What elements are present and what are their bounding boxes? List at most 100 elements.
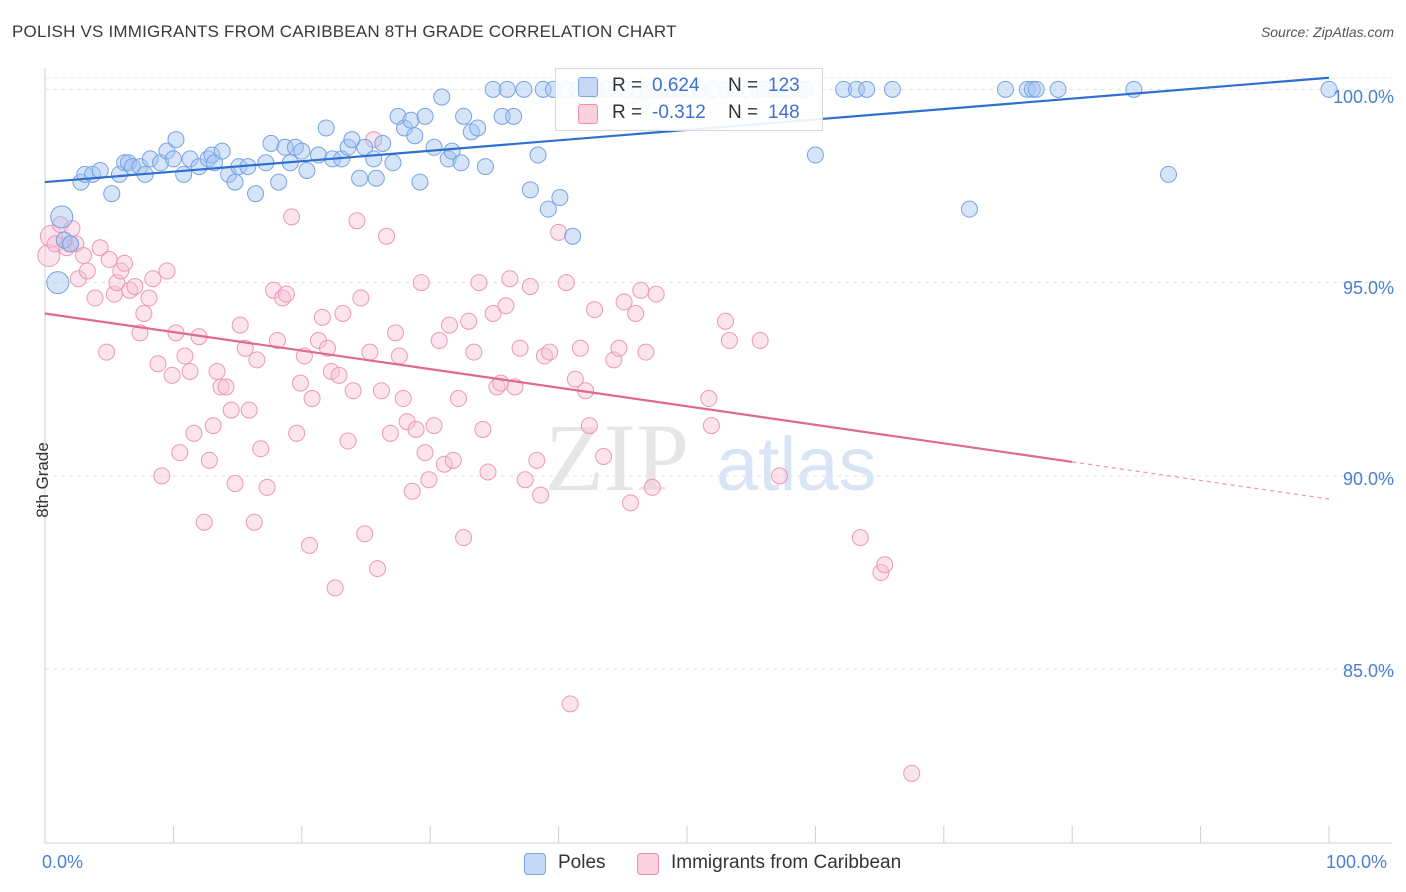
poles-point bbox=[339, 138, 357, 156]
poles-point bbox=[835, 80, 853, 98]
caribbean-point bbox=[484, 304, 502, 322]
poles-point bbox=[455, 107, 473, 125]
caribbean-point bbox=[135, 304, 153, 322]
r-label: R = bbox=[612, 75, 643, 96]
poles-n-value: 123 bbox=[768, 75, 800, 96]
poles-point bbox=[367, 169, 385, 187]
caribbean-point bbox=[240, 401, 258, 419]
caribbean-point bbox=[479, 463, 497, 481]
caribbean-point bbox=[153, 467, 171, 485]
poles-point bbox=[521, 181, 539, 199]
poles-point bbox=[534, 80, 552, 98]
caribbean-point bbox=[700, 390, 718, 408]
caribbean-point bbox=[277, 285, 295, 303]
caribbean-point bbox=[37, 244, 61, 268]
caribbean-point bbox=[460, 312, 478, 330]
caribbean-point bbox=[643, 478, 661, 496]
caribbean-point bbox=[416, 444, 434, 462]
poles-point bbox=[374, 134, 392, 152]
caribbean-point bbox=[181, 362, 199, 380]
caribbean-point bbox=[288, 424, 306, 442]
poles-point bbox=[62, 235, 80, 253]
caribbean-point bbox=[301, 536, 319, 554]
poles-legend-label: Poles bbox=[558, 852, 606, 873]
poles-point bbox=[1023, 80, 1041, 98]
caribbean-point bbox=[185, 424, 203, 442]
caribbean-point bbox=[751, 332, 769, 350]
poles-point bbox=[50, 205, 74, 229]
caribbean-point bbox=[356, 525, 374, 543]
stats-legend: R = 0.624 N = 123 R = -0.312 N = 148 bbox=[555, 68, 823, 131]
y-tick-label: 90.0% bbox=[1342, 469, 1394, 489]
poles-point bbox=[425, 138, 443, 156]
n-label: N = bbox=[728, 75, 759, 96]
caribbean-point bbox=[528, 451, 546, 469]
caribbean-swatch bbox=[578, 104, 598, 124]
caribbean-point bbox=[770, 467, 788, 485]
caribbean-point bbox=[268, 332, 286, 350]
caribbean-point bbox=[407, 420, 425, 438]
n-label: N = bbox=[728, 102, 759, 123]
caribbean-point bbox=[435, 455, 453, 473]
caribbean-point bbox=[425, 417, 443, 435]
y-tick-label: 95.0% bbox=[1342, 278, 1394, 298]
caribbean-point bbox=[541, 343, 559, 361]
caribbean-point bbox=[632, 281, 650, 299]
poles-point bbox=[539, 200, 557, 218]
caribbean-point bbox=[474, 420, 492, 438]
caribbean-point bbox=[465, 343, 483, 361]
poles-point bbox=[515, 80, 533, 98]
caribbean-point bbox=[876, 556, 894, 574]
caribbean-point bbox=[91, 239, 109, 257]
caribbean-point bbox=[86, 289, 104, 307]
poles-point bbox=[298, 161, 316, 179]
poles-point bbox=[484, 80, 502, 98]
poles-point bbox=[498, 80, 516, 98]
caribbean-point bbox=[149, 355, 167, 373]
caribbean-point bbox=[334, 304, 352, 322]
caribbean-point bbox=[595, 448, 613, 465]
caribbean-point bbox=[903, 764, 921, 782]
poles-point bbox=[167, 131, 185, 149]
poles-point bbox=[164, 150, 182, 168]
poles-point bbox=[1018, 80, 1036, 98]
poles-point bbox=[411, 173, 429, 191]
caribbean-point bbox=[378, 227, 396, 245]
caribbean-point bbox=[326, 579, 344, 597]
caribbean-point bbox=[561, 695, 579, 713]
caribbean-point bbox=[420, 471, 438, 489]
caribbean-point bbox=[344, 382, 362, 400]
caribbean-point bbox=[455, 529, 473, 547]
caribbean-point bbox=[387, 324, 405, 342]
caribbean-point bbox=[430, 332, 448, 350]
caribbean-legend-swatch bbox=[637, 853, 659, 875]
poles-point bbox=[476, 158, 494, 176]
caribbean-point bbox=[550, 223, 568, 241]
axes bbox=[44, 68, 1392, 844]
caribbean-point bbox=[586, 301, 604, 319]
poles-point bbox=[1049, 80, 1067, 98]
poles-point bbox=[960, 200, 978, 218]
poles-point bbox=[402, 111, 420, 129]
caribbean-point bbox=[497, 297, 515, 315]
caribbean-point bbox=[292, 374, 310, 392]
poles-point bbox=[1027, 80, 1045, 98]
poles-point bbox=[529, 146, 547, 164]
caribbean-point bbox=[557, 274, 575, 292]
poles-point bbox=[469, 119, 487, 137]
poles-point bbox=[806, 146, 824, 164]
caribbean-point bbox=[318, 339, 336, 357]
caribbean-point bbox=[200, 451, 218, 469]
poles-swatch bbox=[578, 77, 598, 97]
caribbean-point bbox=[610, 339, 628, 357]
caribbean-point bbox=[248, 351, 266, 369]
caribbean-point bbox=[394, 390, 412, 408]
caribbean-point bbox=[163, 366, 181, 384]
caribbean-point bbox=[440, 316, 458, 334]
poles-point bbox=[847, 80, 865, 98]
caribbean-point bbox=[381, 424, 399, 442]
poles-point bbox=[883, 80, 901, 98]
caribbean-point bbox=[339, 432, 357, 450]
caribbean-point bbox=[126, 277, 144, 295]
caribbean-point bbox=[176, 347, 194, 365]
